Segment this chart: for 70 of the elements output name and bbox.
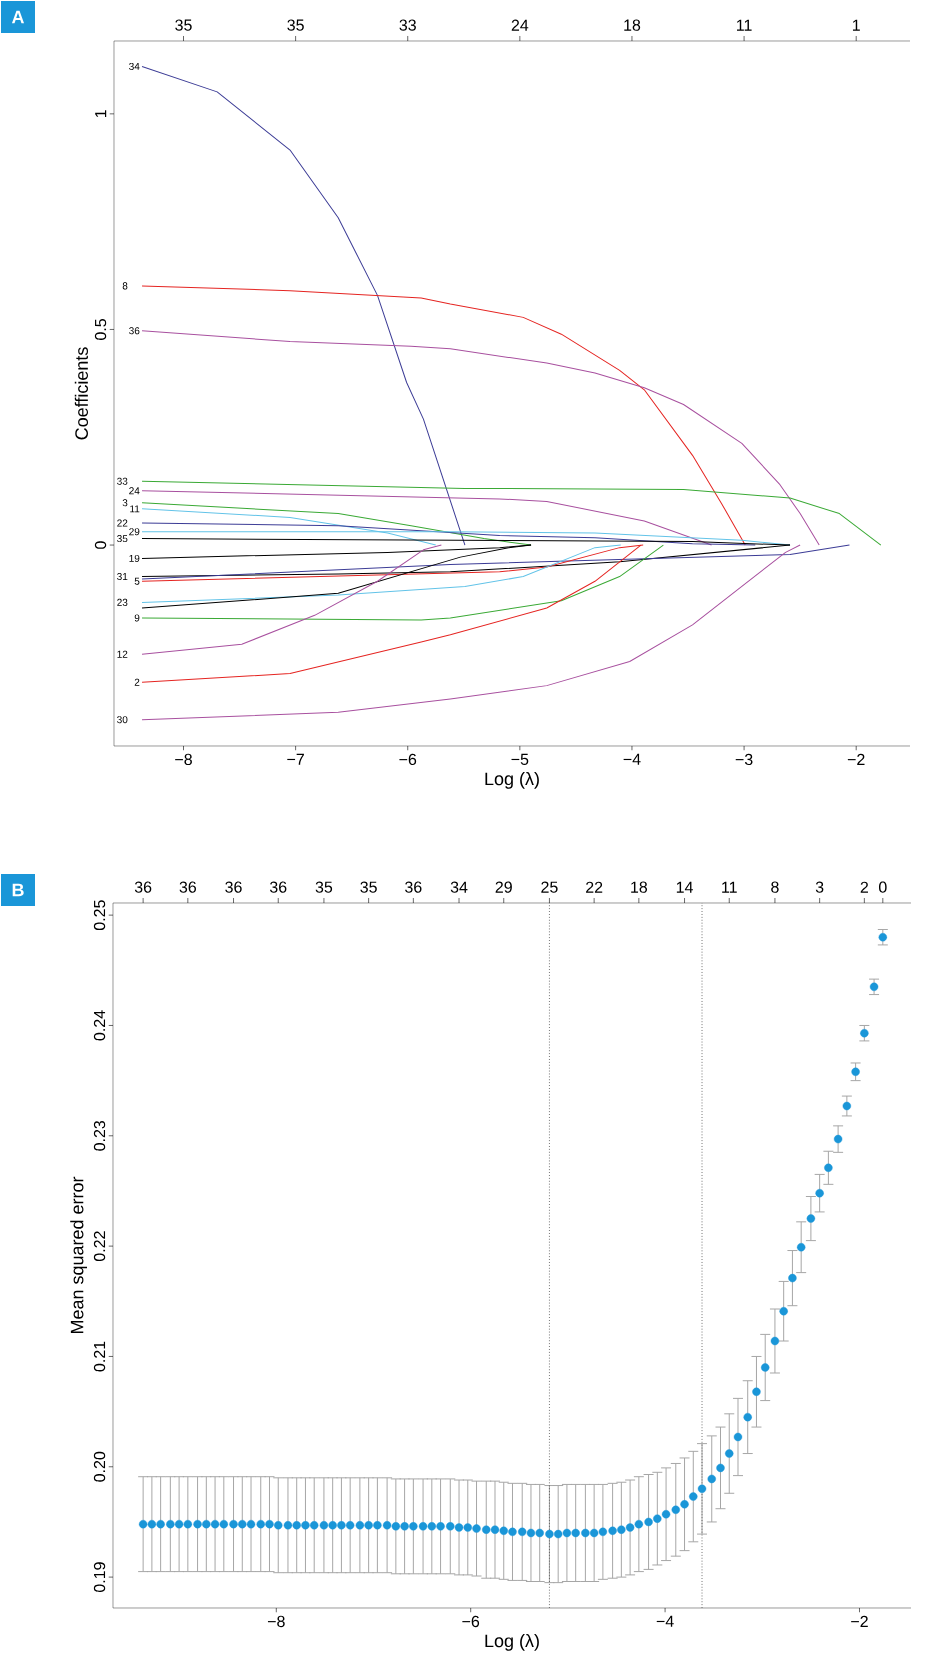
text: 29 (495, 881, 512, 893)
series-label: 3 (122, 499, 128, 507)
text: 11 (737, 19, 752, 31)
text: 11 (722, 881, 737, 893)
x-tick-label: −4 (623, 753, 641, 765)
text: 35 (315, 881, 333, 893)
text: 18 (624, 19, 641, 31)
y-tick-label: 0.20 (93, 1451, 106, 1482)
text: 25 (541, 881, 558, 893)
y-tick-label: 0 (94, 541, 107, 549)
y-tick-label: 0.22 (93, 1231, 106, 1262)
text: 2 (860, 881, 868, 893)
y-axis-title: Mean squared error (70, 1176, 87, 1334)
series-label: 35 (117, 535, 128, 543)
text: 22 (586, 881, 603, 893)
series-label: 24 (129, 487, 140, 495)
series-label: 34 (129, 62, 140, 70)
y-tick-label: 0.21 (93, 1341, 106, 1372)
x-tick-label: −2 (851, 1615, 868, 1627)
x-tick-label: −5 (511, 753, 529, 765)
x-tick-label: −7 (287, 753, 304, 765)
text: 36 (405, 881, 422, 893)
x-tick-label: −4 (656, 1615, 674, 1627)
text: 3 (815, 881, 824, 893)
text: 36 (179, 881, 197, 893)
series-label: 9 (134, 614, 140, 622)
text: 36 (269, 881, 287, 893)
x-axis-title: Log (λ) (485, 771, 539, 789)
series-label: 19 (129, 554, 140, 562)
x-tick-label: −6 (399, 753, 417, 766)
text: 24 (511, 19, 529, 31)
text: 36 (225, 881, 242, 893)
y-tick-label: 0.19 (93, 1562, 106, 1593)
series-label: 30 (117, 716, 128, 724)
text: 35 (360, 881, 377, 893)
x-tick-label: −6 (462, 1615, 480, 1628)
x-tick-label: −8 (175, 753, 192, 766)
series-label: 36 (129, 327, 140, 335)
text: 35 (175, 19, 192, 31)
series-label: 23 (117, 598, 128, 606)
x-tick-label: −2 (847, 753, 865, 765)
series-label: 8 (122, 282, 128, 290)
series-label: 31 (117, 572, 128, 581)
y-axis-title: Coefficients (74, 347, 88, 440)
series-label: 22 (117, 519, 128, 527)
series-label: 29 (129, 528, 140, 536)
x-tick-label: −3 (735, 753, 753, 766)
text: 0 (879, 881, 887, 893)
text: 36 (134, 881, 152, 893)
series-label: 2 (134, 678, 140, 686)
y-tick-label: 0.23 (93, 1120, 106, 1151)
text: 14 (676, 881, 693, 893)
x-tick-label: −8 (267, 1615, 285, 1628)
text: 8 (771, 881, 779, 893)
y-tick-label: 1 (95, 110, 107, 118)
series-label: 11 (130, 505, 140, 513)
y-tick-label: 0.5 (94, 319, 107, 340)
text: 34 (450, 881, 468, 893)
y-tick-label: 0.25 (93, 900, 106, 931)
chart-title: B (12, 883, 24, 897)
x-axis-title: Log (λ) (485, 1633, 539, 1651)
chart-title: A (11, 10, 25, 24)
text: 1 (852, 19, 860, 31)
text: 33 (399, 19, 416, 31)
y-tick-label: 0.24 (93, 1010, 106, 1041)
series-label: 5 (134, 577, 140, 585)
series-label: 33 (117, 477, 128, 485)
series-label: 12 (117, 650, 128, 658)
text: 35 (287, 19, 304, 31)
text: 18 (631, 881, 648, 893)
